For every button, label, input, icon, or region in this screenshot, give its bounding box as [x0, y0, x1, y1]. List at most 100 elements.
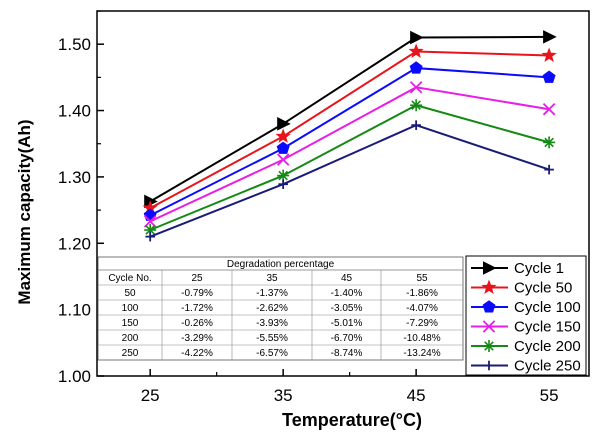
table-cell: -10.48%: [403, 333, 440, 344]
table-cell: -13.24%: [403, 348, 440, 359]
table-header-cell: Cycle No.: [108, 273, 151, 284]
table-cell: 150: [122, 318, 139, 329]
y-tick-label: 1.10: [58, 301, 91, 320]
table-cell: -6.70%: [331, 333, 363, 344]
legend-item: Cycle 50: [471, 279, 572, 297]
marker-asterisk-stroke: [145, 225, 155, 235]
marker-star: [275, 128, 291, 143]
marker-pentagon: [276, 141, 290, 154]
table-cell: -7.29%: [406, 318, 438, 329]
data-point: [542, 70, 556, 83]
legend-label: Cycle 1: [514, 260, 564, 277]
x-tick-label: 45: [407, 386, 426, 405]
legend-label: Cycle 250: [514, 358, 581, 375]
series-line: [149, 86, 550, 223]
data-point: [541, 47, 557, 62]
marker-x-stroke: [482, 320, 496, 333]
legend-box: [465, 255, 587, 376]
table-cell: -3.05%: [331, 303, 363, 314]
legend: Cycle 1 Cycle 50 Cycle 100 Cycle 150 Cycle 2…: [465, 255, 587, 376]
data-series: [142, 30, 557, 242]
table-cell: -6.57%: [256, 348, 288, 359]
data-point: [277, 117, 291, 131]
legend-item: Cycle 1: [471, 260, 564, 277]
degradation-table: Degradation percentage Cycle No. 25 35 45 55 5…: [97, 256, 464, 361]
marker-triangle: [277, 117, 291, 131]
x-tick-label: 55: [540, 386, 559, 405]
table-cell: -2.62%: [256, 303, 288, 314]
marker-star: [481, 279, 497, 294]
legend-item: Cycle 100: [471, 299, 581, 316]
marker-triangle: [144, 194, 158, 209]
plot-frame: [96, 10, 590, 377]
data-point: [276, 153, 290, 166]
series-line: [149, 50, 550, 209]
marker-asterisk-stroke: [544, 137, 554, 148]
data-point: [276, 141, 290, 154]
table-header-cell: 35: [266, 273, 278, 284]
marker-x-stroke: [143, 215, 157, 228]
table-cell: -0.26%: [181, 318, 213, 329]
series-line: [149, 67, 550, 217]
y-tick-label: 1.50: [58, 35, 91, 54]
y-tick-label: 1.30: [58, 168, 91, 187]
legend-item: Cycle 250: [471, 358, 581, 375]
table-cell: 100: [122, 303, 139, 314]
marker-star: [408, 43, 424, 58]
table-cell: -1.72%: [181, 303, 213, 314]
legend-item: Cycle 150: [471, 319, 581, 336]
axes: 1.00 1.10 1.20 1.30 1.40 1.50 25 35 45 55: [58, 10, 590, 405]
marker-triangle: [483, 261, 497, 275]
data-point: [410, 99, 423, 112]
table-cell: -1.40%: [331, 288, 363, 299]
y-axis-label: Maximum capacity(Ah): [15, 119, 34, 304]
data-point: [410, 30, 424, 45]
table-header-cell: 55: [416, 273, 428, 284]
legend-label: Cycle 150: [514, 319, 581, 336]
legend-label: Cycle 50: [514, 280, 572, 297]
data-point: [142, 200, 158, 215]
table-cell: -3.93%: [256, 318, 288, 329]
marker-x-stroke: [542, 102, 556, 116]
marker-pentagon: [542, 70, 556, 83]
y-tick-label: 1.20: [58, 234, 91, 253]
data-point: [278, 179, 288, 190]
series-line: [149, 124, 550, 238]
marker-star: [142, 200, 158, 215]
marker-x-stroke: [409, 81, 423, 94]
series-cycle-50: [142, 43, 557, 215]
table-cell: -5.01%: [331, 318, 363, 329]
marker-asterisk-stroke: [484, 341, 494, 351]
series-cycle-200: [144, 99, 556, 236]
legend-label: Cycle 200: [514, 338, 581, 355]
marker-x-stroke: [276, 153, 290, 166]
data-point: [409, 61, 423, 74]
table-cell: 200: [122, 333, 139, 344]
data-point: [144, 194, 158, 209]
data-point: [409, 81, 423, 94]
table-background: [97, 256, 464, 361]
data-point: [544, 164, 554, 175]
data-point: [144, 224, 157, 236]
table-cell: -1.86%: [406, 288, 438, 299]
data-point: [542, 102, 556, 116]
table-cell: -1.37%: [256, 288, 288, 299]
x-axis-label: Temperature(°C): [282, 410, 422, 430]
table-title: Degradation percentage: [227, 259, 335, 270]
data-point: [275, 128, 291, 143]
legend-label: Cycle 100: [514, 299, 581, 316]
series-line: [149, 104, 550, 231]
data-point: [408, 43, 424, 58]
data-point: [543, 30, 557, 44]
data-point: [143, 215, 157, 228]
data-point: [411, 120, 421, 130]
table-cell: -5.55%: [256, 333, 288, 344]
table-cell: -0.79%: [181, 288, 213, 299]
table-cell: -4.07%: [406, 303, 438, 314]
data-point: [145, 231, 155, 242]
marker-asterisk-stroke: [411, 100, 421, 111]
y-tick-label: 1.00: [58, 367, 91, 386]
marker-asterisk-stroke: [278, 170, 288, 181]
marker-triangle: [410, 30, 424, 45]
